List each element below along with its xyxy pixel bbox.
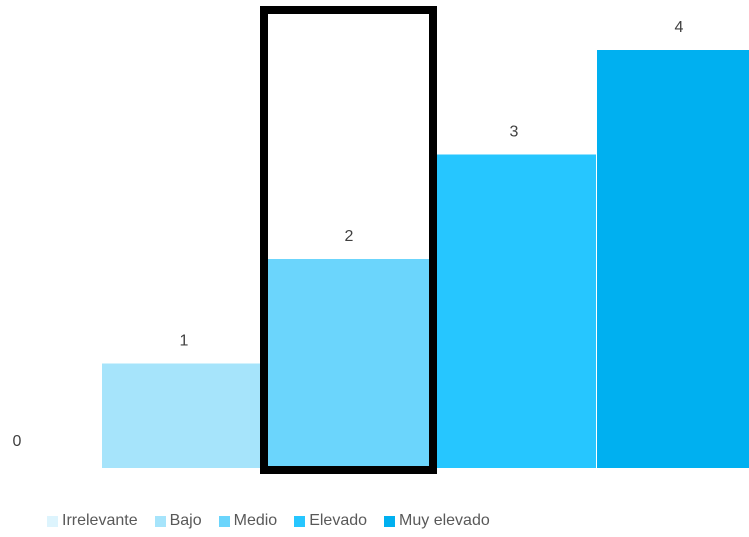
highlight-box [260,6,437,474]
legend-swatch [47,515,58,527]
legend-item-muy-elevado: Muy elevado [384,510,490,532]
bar-muy-elevado [597,50,749,468]
legend-label: Medio [233,512,278,529]
legend-label: Elevado [309,512,368,529]
legend-swatch [294,515,306,527]
legend-label: Irrelevante [62,512,138,529]
bar-medio [267,259,431,468]
legend-item-irrelevante: Irrelevante [47,510,138,532]
data-label-bajo: 1 [180,333,189,350]
legend-item-elevado: Elevado [294,510,367,532]
data-label-irrelevante: 0 [13,433,22,450]
bar-bajo [102,363,266,468]
legend-swatch [154,515,166,527]
legend-swatch [218,515,230,527]
legend-label: Bajo [169,512,202,529]
chart-legend: Irrelevante Bajo Medio Elevado Muy elevado [47,510,507,532]
legend-swatch [384,515,396,527]
legend-item-medio: Medio [218,510,278,532]
legend-item-bajo: Bajo [154,510,202,532]
bars-layer [102,50,749,468]
data-label-elevado: 3 [510,124,519,141]
data-label-muy-elevado: 4 [675,19,684,36]
bar-elevado [432,154,596,468]
data-labels-layer: 0 1 2 3 4 [13,19,684,450]
data-label-medio: 2 [345,228,354,245]
legend-label: Muy elevado [399,512,490,529]
